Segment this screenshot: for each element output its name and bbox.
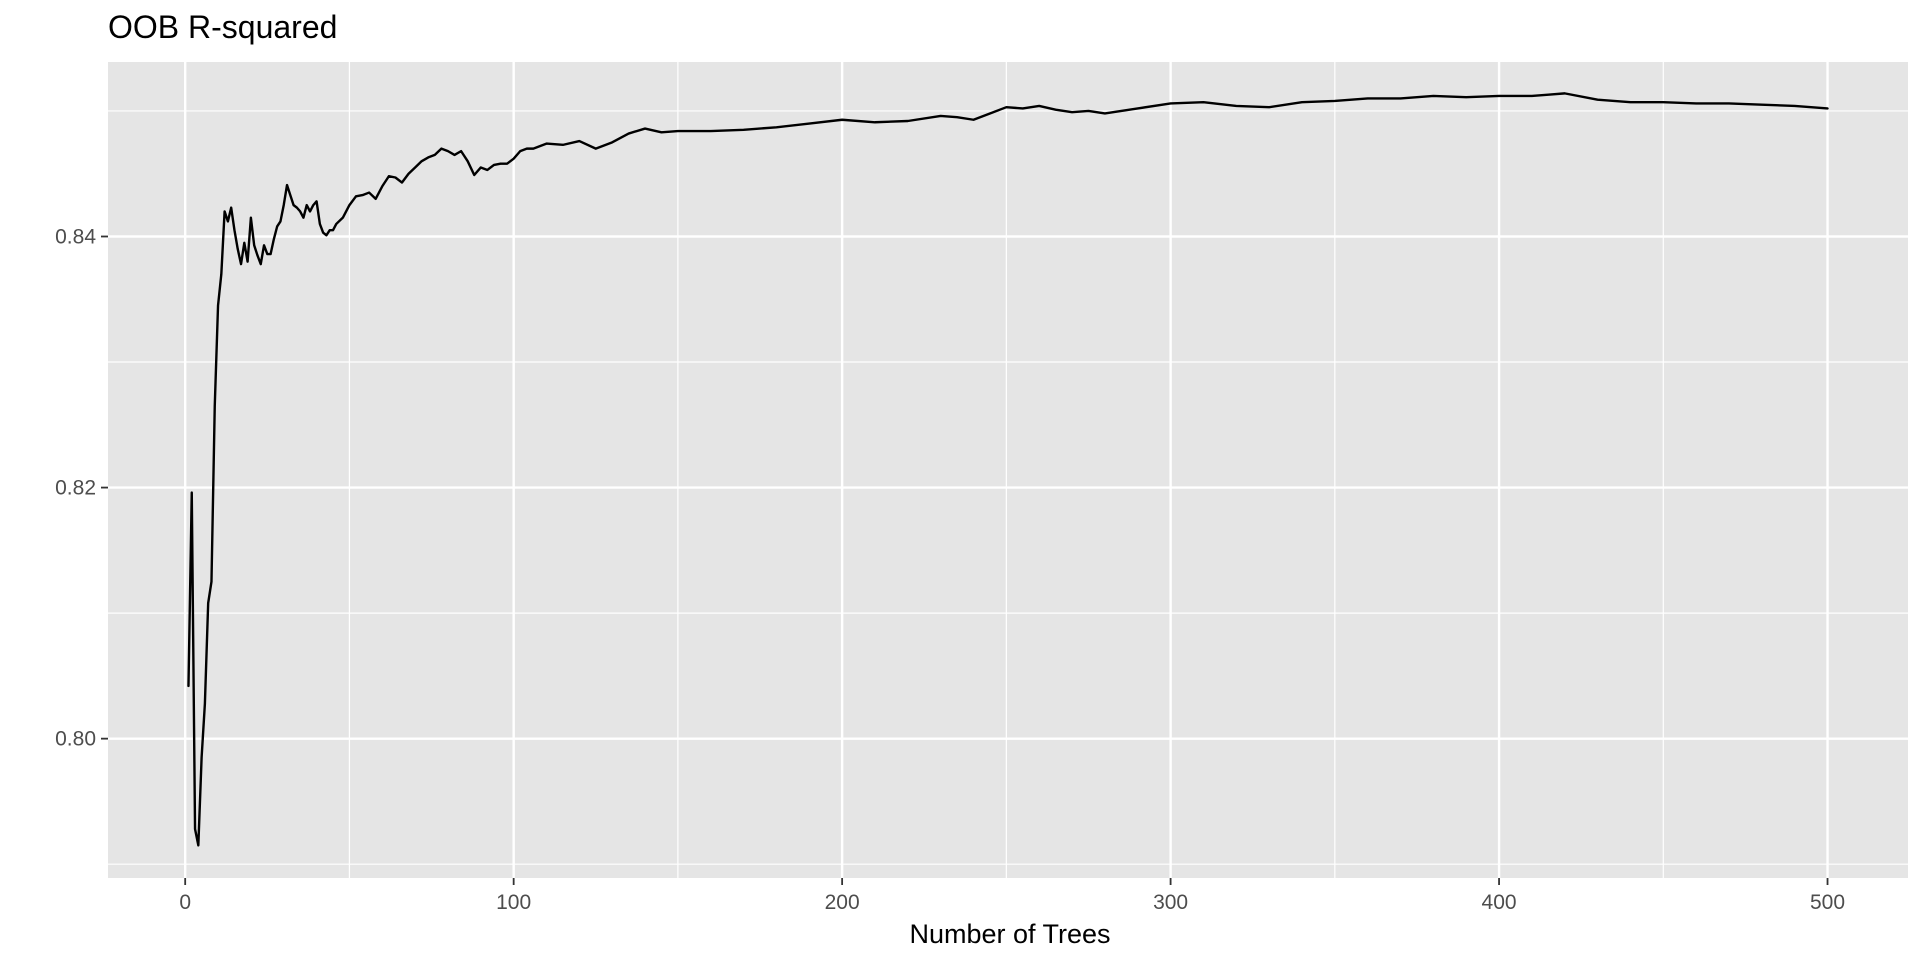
x-tick-label: 0: [179, 891, 191, 914]
panel-background: [108, 62, 1908, 878]
grid-lines: [108, 62, 1908, 878]
y-axis: 0.80 0.82 0.84: [55, 225, 108, 751]
x-axis: 0 100 200 300 400 500: [179, 878, 1845, 914]
chart-title: OOB R-squared: [108, 9, 337, 45]
y-tick-label: 0.84: [55, 225, 96, 248]
x-axis-title: Number of Trees: [909, 919, 1110, 949]
plot-panel: [108, 62, 1908, 878]
y-tick-label: 0.80: [55, 728, 96, 751]
x-tick-label: 200: [825, 891, 860, 914]
y-tick-label: 0.82: [55, 477, 96, 500]
series-line: [187, 92, 1829, 847]
series-layer: [187, 92, 1829, 847]
x-tick-label: 400: [1482, 891, 1517, 914]
x-tick-label: 100: [496, 891, 531, 914]
x-tick-label: 500: [1810, 891, 1845, 914]
x-tick-label: 300: [1153, 891, 1188, 914]
